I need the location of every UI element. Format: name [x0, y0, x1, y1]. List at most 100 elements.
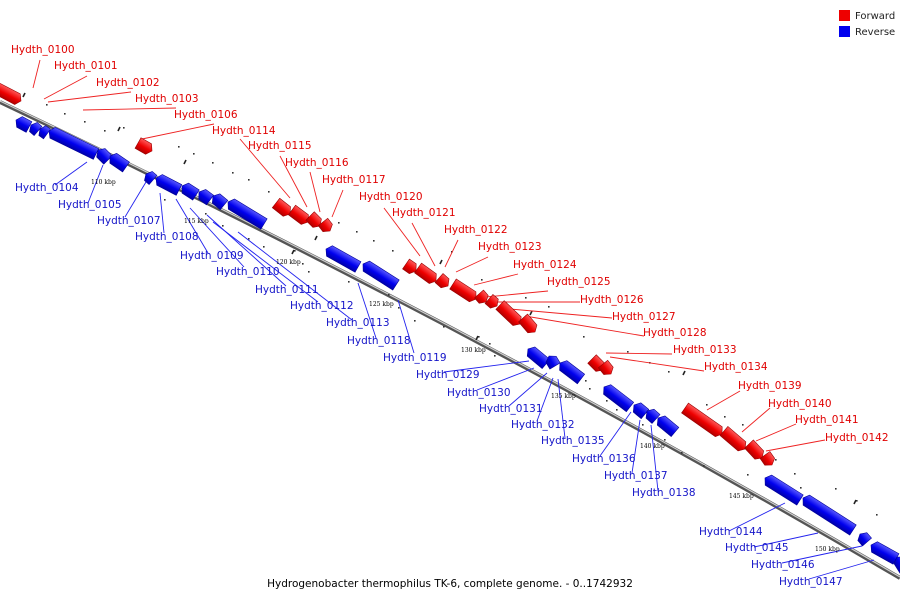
- forward-gene-label[interactable]: Hydth_0125: [547, 276, 611, 288]
- reverse-gene-block[interactable]: [643, 407, 661, 424]
- forward-gene-block[interactable]: [0, 82, 24, 107]
- reverse-gene-label[interactable]: Hydth_0147: [779, 576, 843, 588]
- reverse-gene-label[interactable]: Hydth_0135: [541, 435, 605, 447]
- forward-gene-block[interactable]: [681, 402, 726, 439]
- reverse-gene-block[interactable]: [94, 146, 113, 165]
- reverse-gene-label[interactable]: Hydth_0129: [416, 369, 480, 381]
- reverse-gene-block[interactable]: [179, 181, 200, 201]
- forward-gene-label[interactable]: Hydth_0134: [704, 361, 768, 373]
- reverse-gene-label[interactable]: Hydth_0109: [180, 250, 244, 262]
- forward-gene-label[interactable]: Hydth_0127: [612, 311, 676, 323]
- forward-gene-block[interactable]: [495, 300, 524, 329]
- reverse-gene-block[interactable]: [107, 151, 130, 173]
- reverse-gene-block[interactable]: [153, 173, 183, 196]
- reverse-gene-label[interactable]: Hydth_0138: [632, 487, 696, 499]
- forward-gene-block[interactable]: [402, 258, 420, 276]
- forward-gene-label[interactable]: Hydth_0114: [212, 125, 276, 137]
- forward-gene-label[interactable]: Hydth_0140: [768, 398, 832, 410]
- forward-gene-label[interactable]: Hydth_0100: [11, 44, 75, 56]
- reverse-gene-block[interactable]: [360, 259, 400, 291]
- forward-gene-block[interactable]: [449, 278, 480, 304]
- reverse-gene-label[interactable]: Hydth_0104: [15, 182, 79, 194]
- reverse-gene-block[interactable]: [225, 197, 268, 230]
- reverse-gene-block[interactable]: [209, 191, 229, 211]
- forward-gene-block[interactable]: [759, 451, 777, 469]
- forward-gene-label[interactable]: Hydth_0126: [580, 294, 644, 306]
- reverse-gene-block[interactable]: [544, 353, 561, 370]
- forward-gene-block[interactable]: [414, 262, 439, 286]
- reverse-gene-block[interactable]: [762, 473, 804, 506]
- forward-gene-label[interactable]: Hydth_0116: [285, 157, 349, 169]
- forward-gene-block[interactable]: [317, 217, 334, 234]
- reverse-gene-block[interactable]: [37, 124, 51, 140]
- reverse-gene-label[interactable]: Hydth_0130: [447, 387, 511, 399]
- forward-gene-label[interactable]: Hydth_0120: [359, 191, 423, 203]
- reverse-gene-block[interactable]: [868, 540, 900, 565]
- forward-gene-label[interactable]: Hydth_0133: [673, 344, 737, 356]
- reverse-gene-label[interactable]: Hydth_0107: [97, 215, 161, 227]
- reverse-gene-block[interactable]: [13, 115, 33, 133]
- reverse-gene-label[interactable]: Hydth_0111: [255, 284, 319, 296]
- forward-gene-label[interactable]: Hydth_0141: [795, 414, 859, 426]
- tick-mark: [439, 259, 443, 265]
- forward-gene-label[interactable]: Hydth_0102: [96, 77, 160, 89]
- forward-gene-label[interactable]: Hydth_0123: [478, 241, 542, 253]
- forward-gene-label[interactable]: Hydth_0106: [174, 109, 238, 121]
- forward-gene-block[interactable]: [744, 439, 767, 462]
- reverse-gene-label[interactable]: Hydth_0144: [699, 526, 763, 538]
- forward-gene-label[interactable]: Hydth_0139: [738, 380, 802, 392]
- reverse-gene-label[interactable]: Hydth_0110: [216, 266, 280, 278]
- forward-gene-block[interactable]: [271, 197, 293, 218]
- position-dot: [338, 222, 340, 224]
- forward-gene-label[interactable]: Hydth_0103: [135, 93, 199, 105]
- legend-reverse-label: Reverse: [855, 27, 895, 38]
- forward-gene-block[interactable]: [484, 294, 501, 310]
- reverse-gene-label[interactable]: Hydth_0146: [751, 559, 815, 571]
- reverse-gene-label[interactable]: Hydth_0113: [326, 317, 390, 329]
- reverse-gene-label[interactable]: Hydth_0105: [58, 199, 122, 211]
- reverse-gene-label[interactable]: Hydth_0145: [725, 542, 789, 554]
- reverse-gene-block[interactable]: [800, 493, 857, 536]
- forward-gene-label[interactable]: Hydth_0128: [643, 327, 707, 339]
- reverse-gene-label[interactable]: Hydth_0137: [604, 470, 668, 482]
- forward-gene-label[interactable]: Hydth_0121: [392, 207, 456, 219]
- reverse-gene-block[interactable]: [600, 382, 635, 413]
- reverse-gene-block[interactable]: [654, 413, 680, 438]
- forward-gene-label[interactable]: Hydth_0115: [248, 140, 312, 152]
- reverse-gene-label[interactable]: Hydth_0131: [479, 403, 543, 415]
- forward-gene-label[interactable]: Hydth_0142: [825, 432, 889, 444]
- reverse-gene-label[interactable]: Hydth_0136: [572, 453, 636, 465]
- tick-mark: [183, 159, 187, 165]
- forward-gene-label[interactable]: Hydth_0124: [513, 259, 577, 271]
- reverse-gene-block[interactable]: [855, 530, 872, 547]
- forward-gene-label[interactable]: Hydth_0101: [54, 60, 118, 72]
- forward-gene-block[interactable]: [134, 137, 155, 156]
- forward-leader-line: [765, 439, 826, 452]
- forward-gene-block[interactable]: [597, 359, 615, 377]
- reverse-gene-block[interactable]: [195, 187, 214, 206]
- reverse-gene-block[interactable]: [524, 344, 551, 370]
- reverse-gene-block[interactable]: [46, 126, 100, 160]
- reverse-gene-block[interactable]: [323, 244, 362, 273]
- forward-gene-label[interactable]: Hydth_0117: [322, 174, 386, 186]
- gene-shape: [719, 426, 747, 452]
- reverse-gene-label[interactable]: Hydth_0118: [347, 335, 411, 347]
- reverse-gene-label[interactable]: Hydth_0108: [135, 231, 199, 243]
- reverse-gene-label[interactable]: Hydth_0112: [290, 300, 354, 312]
- forward-gene-block[interactable]: [305, 211, 324, 230]
- reverse-gene-label[interactable]: Hydth_0119: [383, 352, 447, 364]
- reverse-gene-block[interactable]: [630, 400, 650, 420]
- position-dot: [703, 465, 705, 467]
- forward-gene-block[interactable]: [474, 289, 490, 306]
- reverse-gene-block[interactable]: [142, 169, 158, 185]
- forward-gene-block[interactable]: [287, 204, 311, 227]
- forward-gene-label[interactable]: Hydth_0122: [444, 224, 508, 236]
- reverse-gene-label[interactable]: Hydth_0132: [511, 419, 575, 431]
- forward-gene-block[interactable]: [434, 273, 452, 291]
- reverse-gene-block[interactable]: [892, 554, 900, 574]
- forward-gene-block[interactable]: [518, 313, 539, 336]
- reverse-gene-block[interactable]: [556, 358, 586, 385]
- forward-gene-block[interactable]: [719, 426, 749, 453]
- forward-leader-line: [444, 239, 459, 268]
- reverse-gene-block[interactable]: [27, 120, 43, 136]
